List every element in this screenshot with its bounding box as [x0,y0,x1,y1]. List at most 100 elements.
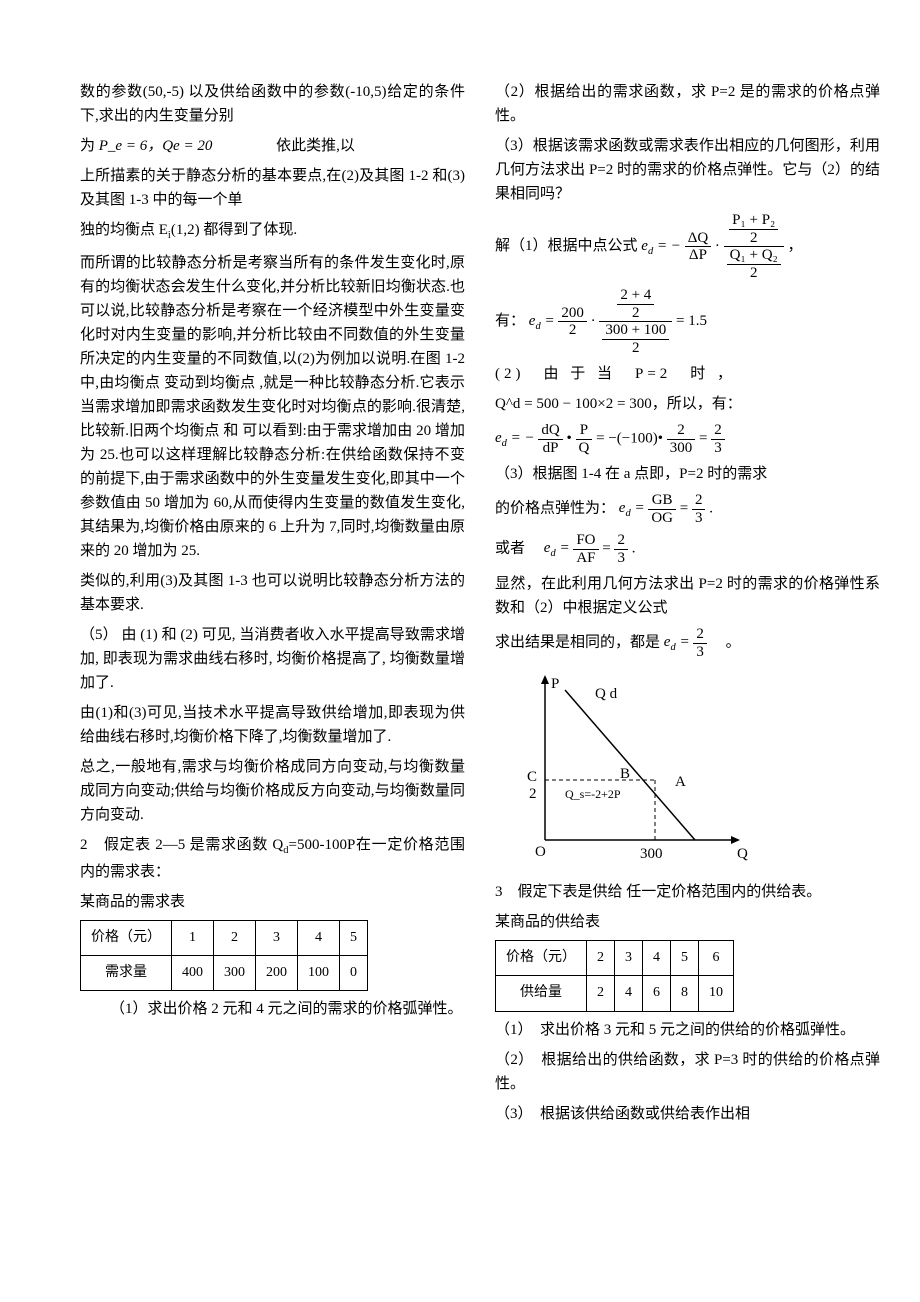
table-cell: 200 [256,955,298,990]
table-header: 2 [587,941,615,976]
numerator: 2 [692,492,706,510]
table-header: 3 [256,920,298,955]
text: 某商品的需求表 [80,890,465,914]
numerator: 2 [711,422,725,440]
text: 3 假定下表是供给 [495,884,623,900]
text: 2 假定表 2—5 是需求函数 Qd=500-100P在一定价格范围内的需求表： [80,833,465,884]
numerator: 2 [667,422,696,440]
text: 求出结果是相同的，都是 [495,634,660,650]
denominator: 2 [602,340,669,357]
text: · [715,238,724,254]
table-cell: 供给量 [496,976,587,1011]
denominator: 3 [711,440,725,457]
text: . [632,540,636,556]
table-cell: 100 [298,955,340,990]
text: ed = − [641,238,681,254]
table-header: 3 [615,941,643,976]
text: 任一定价格范围内的供给表。 [626,884,821,900]
text: = −(−100)• [596,430,663,446]
numerator: dQ [538,422,562,440]
denominator: 2 [558,322,587,339]
table-cell: 0 [340,955,368,990]
text: 独的均衡点 E [80,222,168,238]
numerator: ΔQ [685,230,711,248]
numerator: Q₁ + Q₂ [727,247,781,265]
text: ed = [529,313,559,329]
numerator: 2 [614,532,628,550]
point-label: B [620,762,630,786]
equation: ed = − dQdP • PQ = −(−100)• 2300 = 23 [495,422,880,456]
table-cell: 8 [671,976,699,1011]
text: 的价格点弹性为： [495,500,615,516]
text: 2 假定表 2—5 是需求函数 Q [80,837,283,853]
text: ed = [664,634,694,650]
text: 3 假定下表是供给 任一定价格范围内的供给表。 [495,880,880,904]
equation: Q^d = 500 − 100×2 = 300，所以，有： [495,392,880,416]
text: 解（1）根据中点公式 [495,238,638,254]
text: 或者 [495,540,540,556]
table-cell: 需求量 [81,955,172,990]
value: 2 [529,782,537,806]
numerator: GB [648,492,676,510]
equation: 有： ed = 2002 · 2 + 42 300 + 1002 = 1.5 [495,287,880,356]
text: （3）根据该需求函数或需求表作出相应的几何图形，利用几何方法求出 P=2 时的需… [495,134,880,206]
table-cell: 2 [587,976,615,1011]
text: 而所谓的比较静态分析是考察当所有的条件发生变化时,原有的均衡状态会发生什么变化,… [80,251,465,563]
text: = [602,540,610,556]
denominator: 3 [692,510,706,527]
denominator: dP [538,440,562,457]
demand-graph: P Q d C B A 2 Q_s=-2+2P O 300 Q [515,670,755,870]
text: （1） 求出价格 3 元和 5 元之间的供给的价格弧弹性。 [495,1018,880,1042]
text: 类似的,利用(3)及其图 1-3 也可以说明比较静态分析方法的基本要求. [80,569,465,617]
axis-label: Q [737,842,748,866]
text: 数的参数(50,-5) 以及供给函数中的参数(-10,5)给定的条件下,求出的内… [80,80,465,128]
table-header: 价格（元） [496,941,587,976]
table-cell: 4 [615,976,643,1011]
table-cell: 400 [172,955,214,990]
table-header: 2 [214,920,256,955]
text: = [699,430,707,446]
text: • [567,430,572,446]
text: 为 P_e = 6，Qe = 20 依此类推,以 [80,134,465,158]
table-cell: 300 [214,955,256,990]
numerator: 300 + 100 [602,322,669,340]
table-cell: 10 [699,976,734,1011]
text: · [591,313,600,329]
table-header: 4 [298,920,340,955]
table-header: 4 [643,941,671,976]
equation: 解（1）根据中点公式 ed = − ΔQΔP · P₁ + P₂2 Q₁ + Q… [495,212,880,281]
text: ， [788,238,803,254]
table-header: 6 [699,941,734,976]
text: （1）求出价格 2 元和 4 元之间的需求的价格弧弹性。 [80,997,465,1021]
curve-label: Q_s=-2+2P [565,785,621,804]
denominator: 2 [617,305,654,322]
text: (2) 由 于 当 P=2 时 ， [495,362,880,386]
point-label: A [675,770,686,794]
text: 。 [711,634,741,650]
numerator: FO [573,532,598,550]
numerator: 2 [693,626,707,644]
table-header: 1 [172,920,214,955]
text: 显然，在此利用几何方法求出 P=2 时的需求的价格弹性系数和（2）中根据定义公式 [495,572,880,620]
table-header: 5 [671,941,699,976]
text: = 1.5 [676,313,707,329]
text: 某商品的供给表 [495,910,880,934]
text: . [709,500,713,516]
text: 由(1)和(3)可见,当技术水平提高导致供给增加,即表现为供给曲线右移时,均衡价… [80,701,465,749]
axis-label: P [551,672,559,696]
denominator: 300 [667,440,696,457]
text: (1,2) 都得到了体现. [171,222,297,238]
text: 上所描素的关于静态分析的基本要点,在(2)及其图 1-2 和(3)及其图 1-3… [80,164,465,212]
denominator: OG [648,510,676,527]
table-cell: 6 [643,976,671,1011]
numerator: P₁ + P₂ [729,212,778,230]
text: 总之,一般地有,需求与均衡价格成同方向变动,与均衡数量成同方向变动;供给与均衡价… [80,755,465,827]
denominator: AF [573,550,598,567]
text: （3）根据图 1-4 在 a 点即，P=2 时的需求 [495,462,880,486]
text: 独的均衡点 Ei(1,2) 都得到了体现. [80,218,465,245]
supply-table: 价格（元） 2 3 4 5 6 供给量 2 4 6 8 10 [495,940,734,1012]
equation: 求出结果是相同的，都是 ed = 23 。 [495,626,880,660]
value: 300 [640,842,663,866]
table-header: 5 [340,920,368,955]
curve-label: Q d [595,682,617,706]
